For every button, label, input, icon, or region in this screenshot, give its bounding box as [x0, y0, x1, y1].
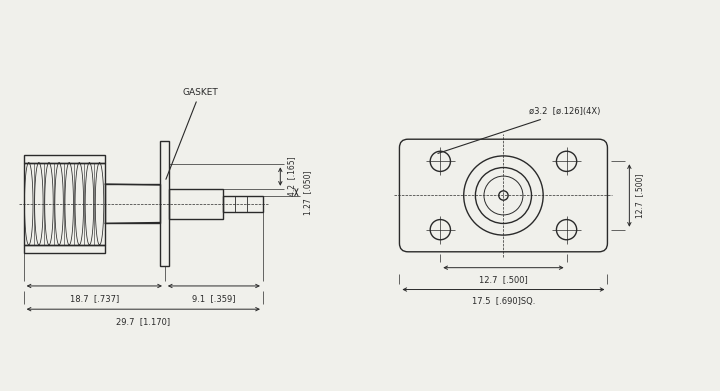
Text: 12.7  [.500]: 12.7 [.500] [479, 276, 528, 285]
Text: 17.5  [.690]SQ.: 17.5 [.690]SQ. [472, 298, 535, 307]
Text: ø3.2  [ø.126](4X): ø3.2 [ø.126](4X) [438, 107, 600, 153]
Text: GASKET: GASKET [166, 88, 218, 179]
Bar [169, 189, 223, 219]
Text: 9.1  [.359]: 9.1 [.359] [192, 294, 235, 303]
Bar [223, 196, 263, 212]
Bar [161, 141, 169, 266]
Text: 4.2  [.165]: 4.2 [.165] [287, 157, 297, 196]
Bar [24, 245, 104, 253]
Text: 12.7  [.500]: 12.7 [.500] [635, 173, 644, 218]
Bar [104, 184, 161, 223]
Bar [24, 155, 104, 163]
Text: 18.7  [.737]: 18.7 [.737] [70, 294, 119, 303]
Text: 1.27  [.050]: 1.27 [.050] [303, 170, 312, 215]
Text: 29.7  [1.170]: 29.7 [1.170] [116, 317, 171, 326]
Bar [24, 163, 104, 245]
